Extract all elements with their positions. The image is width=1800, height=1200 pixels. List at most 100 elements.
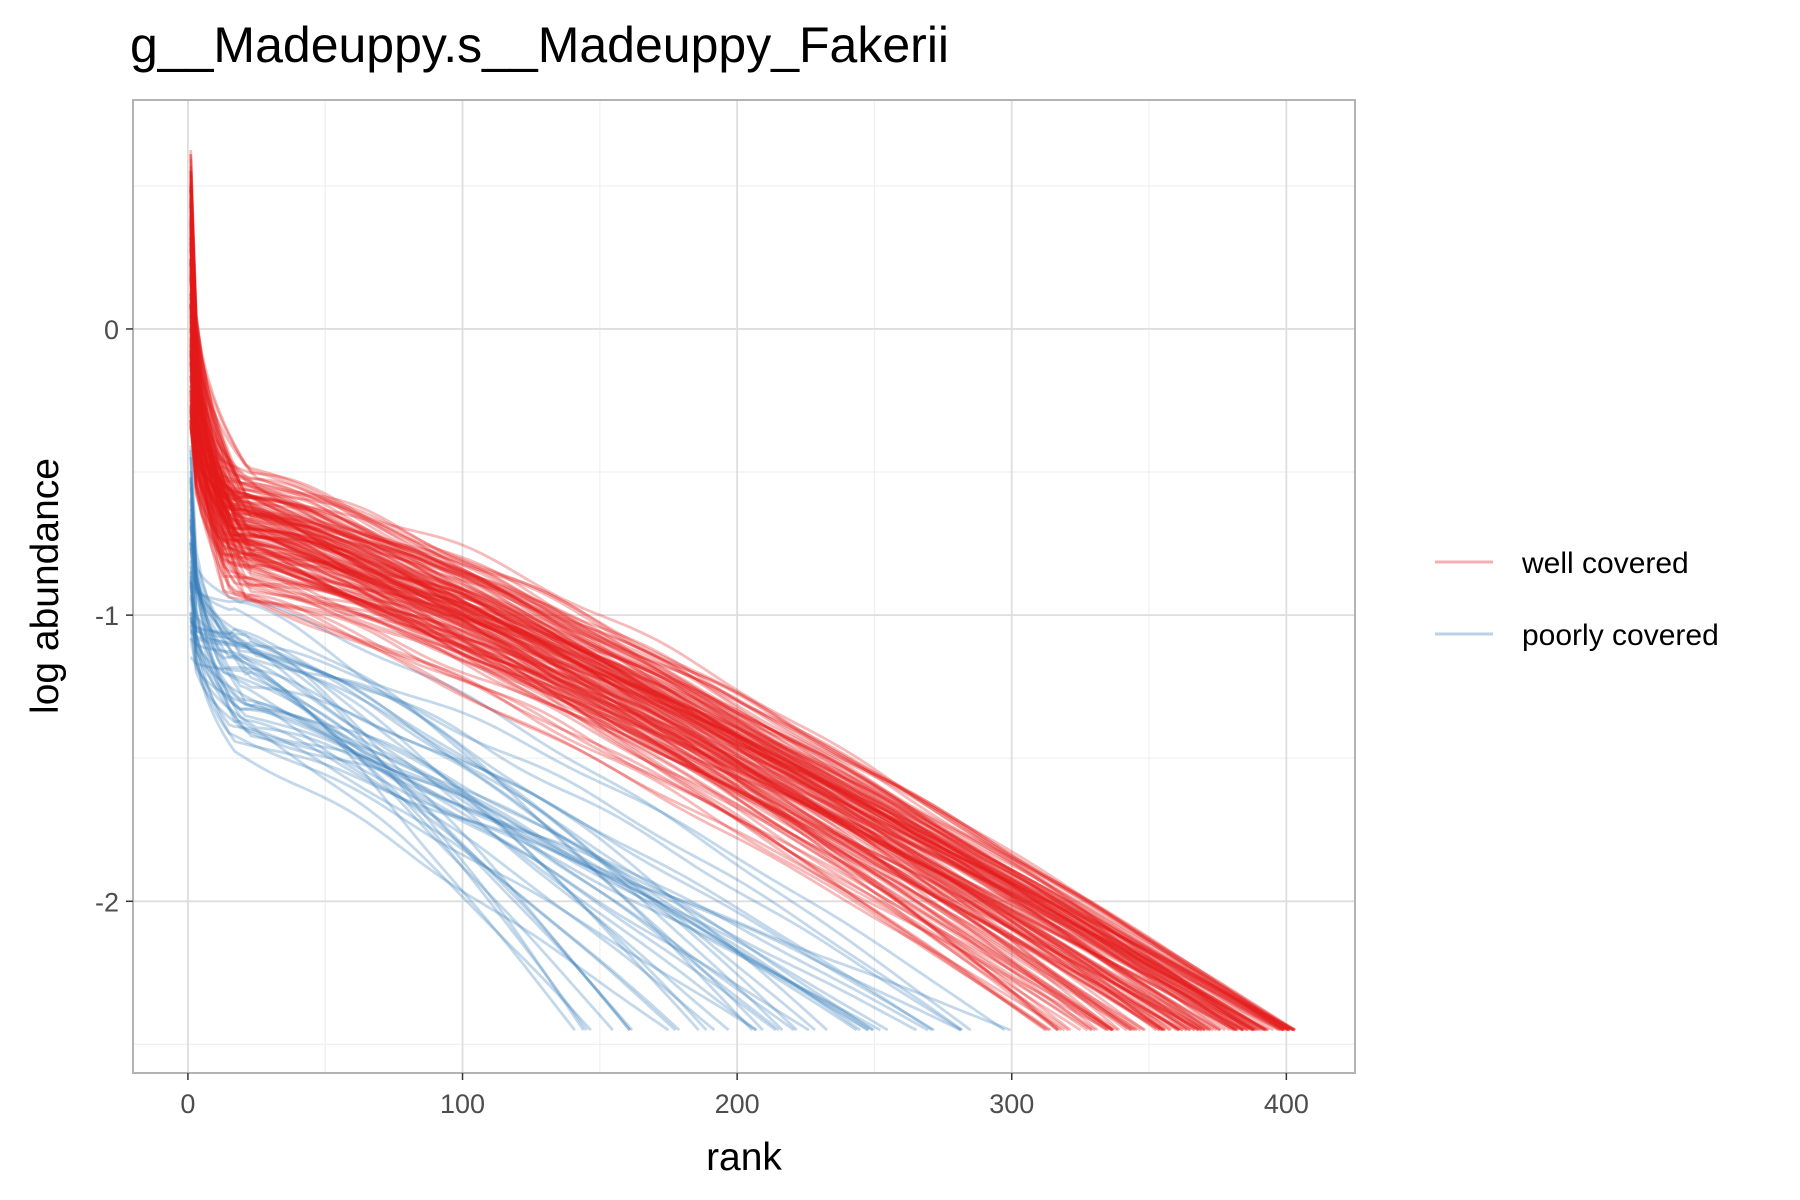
- well-covered-line-17: [189, 305, 1188, 1032]
- well-covered-line-62: [189, 261, 1089, 1032]
- well-covered-line-42: [189, 228, 1178, 1032]
- well-covered-line-109: [189, 305, 1285, 1032]
- well-covered-line-108: [189, 326, 1147, 1032]
- x-tick-label: 300: [989, 1089, 1034, 1119]
- well-covered-line-53: [189, 223, 1297, 1032]
- well-covered-line-136: [189, 305, 1200, 1032]
- poorly-covered-line-32: [189, 445, 889, 1032]
- y-tick-label: -2: [95, 887, 119, 917]
- well-covered-line-47: [189, 186, 1250, 1032]
- well-covered-line-129: [189, 419, 1203, 1032]
- poorly-covered-line-20: [189, 594, 730, 1032]
- well-covered-line-2: [189, 238, 1181, 1032]
- well-covered-line-5: [189, 412, 1256, 1032]
- well-covered-line-145: [189, 264, 1192, 1032]
- poorly-covered-line-39: [189, 625, 592, 1032]
- poorly-covered-line-16: [189, 581, 754, 1032]
- well-covered-line-51: [189, 344, 1267, 1032]
- well-covered-line-15: [189, 180, 1261, 1032]
- poorly-covered-line-35: [189, 636, 964, 1032]
- well-covered-line-99: [189, 302, 1266, 1032]
- well-covered-line-92: [189, 411, 1244, 1032]
- poorly-covered-line-6: [189, 611, 934, 1032]
- poorly-covered-line-36: [189, 477, 716, 1032]
- well-covered-line-14: [189, 293, 1202, 1032]
- well-covered-line-77: [189, 423, 1249, 1032]
- well-covered-line-114: [189, 312, 1267, 1032]
- well-covered-line-133: [189, 205, 1285, 1032]
- well-covered-line-55: [189, 293, 1047, 1032]
- well-covered-line-126: [189, 352, 1296, 1032]
- poorly-covered-line-1: [189, 514, 962, 1032]
- well-covered-line-132: [189, 379, 1222, 1032]
- well-covered-line-30: [189, 337, 1070, 1032]
- y-axis-title: log abundance: [24, 458, 67, 714]
- well-covered-line-67: [189, 410, 1059, 1032]
- well-covered-line-131: [189, 375, 1265, 1032]
- well-covered-line-105: [189, 280, 1048, 1032]
- grid-minor: [133, 100, 1355, 1073]
- poorly-covered-line-5: [189, 449, 795, 1032]
- well-covered-line-3: [189, 385, 1113, 1032]
- well-covered-line-102: [189, 170, 1222, 1032]
- well-covered-line-19: [189, 409, 1161, 1032]
- well-covered-line-94: [189, 421, 1206, 1032]
- well-covered-line-70: [189, 293, 1284, 1032]
- well-covered-line-98: [189, 269, 1266, 1032]
- poorly-covered-line-4: [189, 582, 758, 1032]
- well-covered-line-86: [189, 225, 1236, 1032]
- well-covered-line-27: [189, 389, 1094, 1032]
- well-covered-line-74: [189, 183, 1244, 1032]
- well-covered-line-7: [189, 354, 1161, 1032]
- well-covered-line-128: [189, 341, 1253, 1032]
- well-covered-line-125: [189, 427, 1238, 1032]
- well-covered-line-68: [189, 234, 1212, 1032]
- well-covered-line-95: [189, 360, 1210, 1032]
- x-tick-label: 400: [1264, 1089, 1309, 1119]
- poorly-covered-line-22: [189, 470, 634, 1032]
- poorly-covered-line-14: [189, 476, 869, 1032]
- well-covered-line-76: [189, 188, 1295, 1032]
- well-covered-line-149: [189, 321, 1250, 1032]
- poorly-covered-line-7: [189, 518, 614, 1032]
- well-covered-line-139: [189, 206, 1167, 1032]
- well-covered-line-0: [189, 399, 1050, 1032]
- poorly-covered-line-8: [189, 456, 757, 1032]
- well-covered-line-44: [189, 390, 1212, 1032]
- grid-major: [133, 100, 1355, 1073]
- well-covered-line-45: [189, 410, 1260, 1032]
- well-covered-line-146: [189, 375, 1295, 1032]
- legend-label-well-covered: well covered: [1521, 547, 1689, 580]
- well-covered-line-134: [189, 243, 1063, 1032]
- well-covered-line-16: [189, 198, 1207, 1032]
- poorly-covered-line-27: [189, 619, 874, 1032]
- well-covered-line-39: [189, 237, 1132, 1032]
- well-covered-line-41: [189, 345, 1181, 1032]
- well-covered-line-36: [189, 258, 1238, 1032]
- well-covered-line-18: [189, 258, 1115, 1032]
- x-tick-label: 200: [715, 1089, 760, 1119]
- poorly-covered-line-29: [189, 542, 764, 1032]
- x-axis: 0 100 200 300 400: [180, 1073, 1309, 1119]
- well-covered-line-9: [189, 390, 1060, 1032]
- well-covered-line-34: [189, 174, 1066, 1032]
- well-covered-line-35: [189, 329, 1139, 1032]
- well-covered-line-120: [189, 392, 1263, 1032]
- well-covered-line-38: [189, 426, 1254, 1032]
- poorly-covered-line-15: [189, 576, 681, 1032]
- well-covered-line-54: [189, 278, 1256, 1032]
- well-covered-line-60: [189, 275, 1291, 1032]
- well-covered-line-137: [189, 369, 1115, 1032]
- poorly-covered-line-9: [189, 616, 576, 1031]
- poorly-covered-line-17: [189, 542, 1012, 1032]
- poorly-covered-line-23: [189, 656, 631, 1032]
- well-covered-line-8: [189, 290, 1108, 1032]
- poorly-covered-line-26: [189, 487, 708, 1032]
- well-covered-line-26: [189, 188, 1052, 1032]
- well-covered-line-50: [189, 176, 1296, 1032]
- well-covered-line-40: [189, 154, 1059, 1032]
- well-covered-line-79: [189, 166, 1244, 1032]
- plot-panel: [133, 100, 1355, 1073]
- well-covered-line-64: [189, 414, 1119, 1032]
- y-tick-label: 0: [104, 315, 119, 345]
